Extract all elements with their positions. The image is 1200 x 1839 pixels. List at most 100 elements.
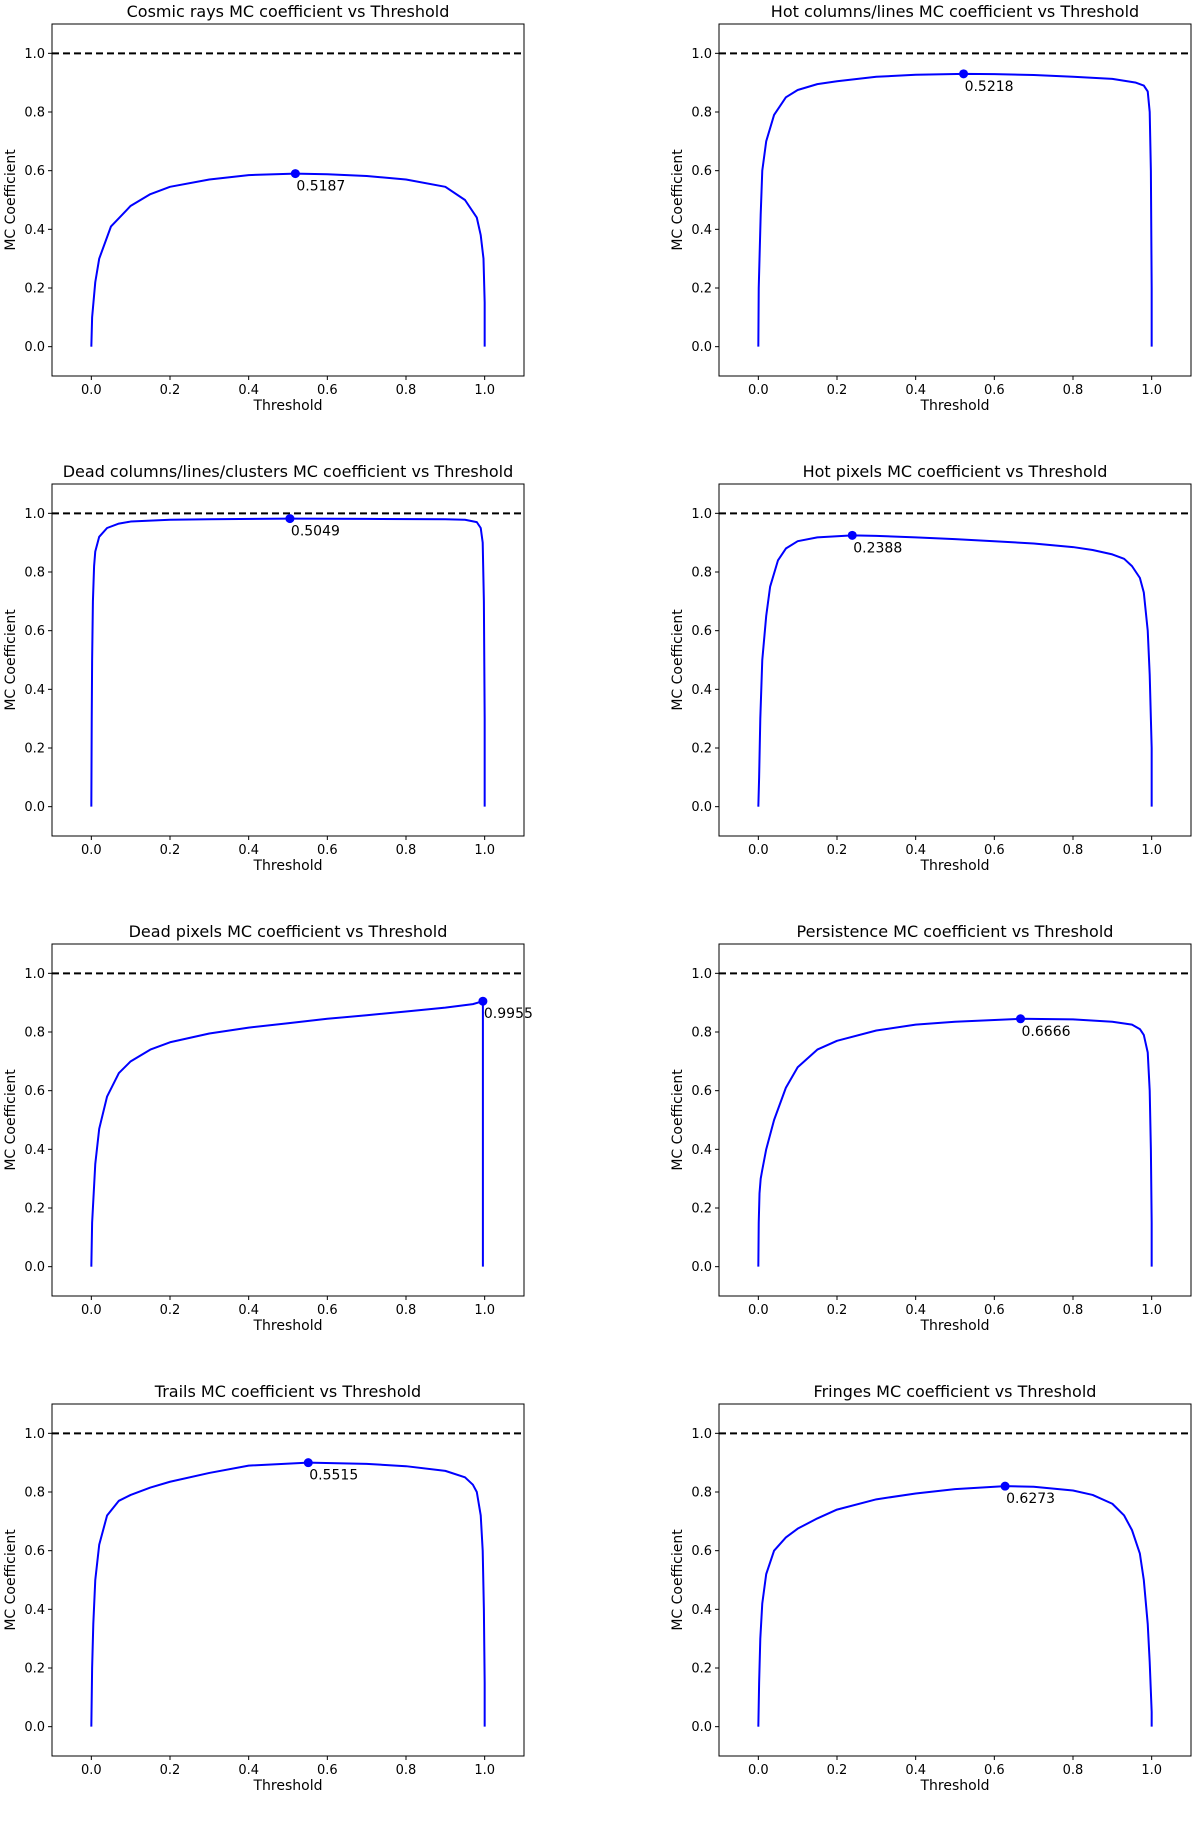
x-tick-label: 0.4	[238, 1303, 259, 1318]
x-tick-label: 1.0	[1141, 843, 1162, 858]
chart-panel: Cosmic rays MC coefficient vs Threshold 0…	[0, 0, 600, 459]
x-tick-label: 0.6	[317, 1303, 338, 1318]
best-point-marker	[1000, 1481, 1010, 1491]
y-tick-label: 0.0	[691, 1260, 712, 1275]
x-tick-label: 0.6	[984, 1303, 1005, 1318]
x-tick-label: 0.0	[748, 383, 769, 398]
y-axis-label: MC Coefficient	[670, 1529, 686, 1631]
y-tick-label: 0.6	[691, 164, 712, 179]
y-axis-label: MC Coefficient	[3, 149, 19, 251]
x-tick-label: 0.2	[827, 1763, 848, 1778]
y-tick-label: 0.6	[24, 164, 45, 179]
x-tick-label: 0.6	[984, 843, 1005, 858]
y-tick-label: 0.0	[24, 1720, 45, 1735]
y-tick-label: 1.0	[691, 507, 712, 522]
x-tick-label: 0.2	[160, 1763, 181, 1778]
x-tick-label: 1.0	[1141, 1763, 1162, 1778]
x-tick-label: 0.8	[396, 1763, 417, 1778]
x-tick-label: 1.0	[474, 1303, 495, 1318]
x-tick-label: 0.4	[905, 1763, 926, 1778]
y-tick-label: 0.0	[691, 340, 712, 355]
y-tick-label: 0.4	[24, 683, 45, 698]
y-axis-label: MC Coefficient	[3, 1529, 19, 1631]
x-tick-label: 0.0	[81, 843, 102, 858]
x-tick-label: 0.2	[160, 1303, 181, 1318]
x-tick-label: 0.8	[396, 843, 417, 858]
axes-frame	[51, 483, 525, 837]
axes-frame	[718, 483, 1192, 837]
x-tick-label: 0.8	[1063, 843, 1084, 858]
y-tick-label: 0.8	[24, 566, 45, 581]
y-tick-label: 0.0	[24, 800, 45, 815]
y-tick-label: 0.0	[24, 340, 45, 355]
chart-svg: Trails MC coefficient vs Threshold 0.5515…	[3, 1382, 525, 1794]
chart-panel: Dead pixels MC coefficient vs Threshold 0…	[0, 920, 600, 1379]
x-tick-label: 0.4	[905, 383, 926, 398]
x-axis-label: Threshold	[920, 1318, 990, 1334]
x-tick-label: 1.0	[474, 843, 495, 858]
x-axis-label: Threshold	[253, 858, 323, 874]
y-tick-label: 0.6	[24, 1544, 45, 1559]
x-tick-label: 0.0	[748, 1763, 769, 1778]
chart-svg: Fringes MC coefficient vs Threshold 0.627…	[670, 1382, 1192, 1794]
chart-svg: Cosmic rays MC coefficient vs Threshold 0…	[3, 2, 525, 414]
x-axis-label: Threshold	[253, 1778, 323, 1794]
x-tick-label: 0.0	[81, 1303, 102, 1318]
series-line	[90, 1000, 484, 1267]
x-tick-label: 0.2	[827, 1303, 848, 1318]
chart-svg: Dead columns/lines/clusters MC coefficie…	[3, 462, 525, 874]
y-tick-label: 1.0	[691, 967, 712, 982]
x-tick-label: 1.0	[1141, 383, 1162, 398]
y-tick-label: 0.2	[24, 1202, 45, 1217]
y-tick-label: 0.4	[691, 223, 712, 238]
x-tick-label: 0.8	[1063, 1303, 1084, 1318]
series-line	[90, 1461, 486, 1727]
best-point-marker	[959, 69, 969, 79]
x-tick-label: 0.0	[81, 383, 102, 398]
best-point-label: 0.5218	[965, 79, 1014, 95]
y-tick-label: 0.6	[24, 1084, 45, 1099]
y-tick-label: 0.6	[691, 1544, 712, 1559]
x-tick-label: 0.2	[160, 843, 181, 858]
y-tick-label: 0.2	[24, 742, 45, 757]
y-axis-label: MC Coefficient	[670, 1069, 686, 1171]
chart-title: Cosmic rays MC coefficient vs Threshold	[127, 2, 450, 21]
y-tick-label: 0.6	[691, 624, 712, 639]
chart-title: Dead columns/lines/clusters MC coefficie…	[63, 462, 514, 481]
x-axis-label: Threshold	[920, 858, 990, 874]
y-tick-label: 0.4	[24, 1143, 45, 1158]
chart-title: Dead pixels MC coefficient vs Threshold	[129, 922, 448, 941]
chart-panel: Hot pixels MC coefficient vs Threshold 0.…	[667, 460, 1200, 919]
best-point-marker	[303, 1458, 313, 1468]
x-tick-label: 0.6	[984, 383, 1005, 398]
y-tick-label: 0.4	[691, 1143, 712, 1158]
axes-frame	[718, 1403, 1192, 1757]
y-tick-label: 1.0	[691, 47, 712, 62]
chart-svg: Dead pixels MC coefficient vs Threshold 0…	[3, 922, 533, 1334]
series-line	[757, 1485, 1153, 1727]
chart-svg: Hot columns/lines MC coefficient vs Thre…	[670, 2, 1192, 414]
best-point-marker	[1016, 1014, 1026, 1024]
x-tick-label: 0.4	[905, 843, 926, 858]
best-point-label: 0.2388	[853, 540, 902, 556]
best-point-label: 0.5515	[309, 1468, 358, 1484]
y-tick-label: 0.2	[691, 742, 712, 757]
y-tick-label: 0.0	[691, 800, 712, 815]
x-tick-label: 0.0	[748, 843, 769, 858]
x-axis-label: Threshold	[253, 398, 323, 414]
y-axis-label: MC Coefficient	[670, 149, 686, 251]
y-tick-label: 0.4	[691, 683, 712, 698]
best-point-marker	[847, 530, 857, 540]
series-line	[757, 1017, 1153, 1267]
chart-panel: Persistence MC coefficient vs Threshold 0…	[667, 920, 1200, 1379]
chart-panel: Fringes MC coefficient vs Threshold 0.627…	[667, 1380, 1200, 1839]
best-point-label: 0.5187	[296, 179, 345, 195]
y-tick-label: 0.0	[691, 1720, 712, 1735]
y-tick-label: 0.2	[691, 282, 712, 297]
y-axis-label: MC Coefficient	[3, 609, 19, 711]
x-tick-label: 0.6	[317, 383, 338, 398]
y-tick-label: 0.2	[24, 282, 45, 297]
chart-title: Hot columns/lines MC coefficient vs Thre…	[771, 2, 1139, 21]
series-line	[757, 72, 1153, 347]
y-tick-label: 0.8	[691, 1026, 712, 1041]
